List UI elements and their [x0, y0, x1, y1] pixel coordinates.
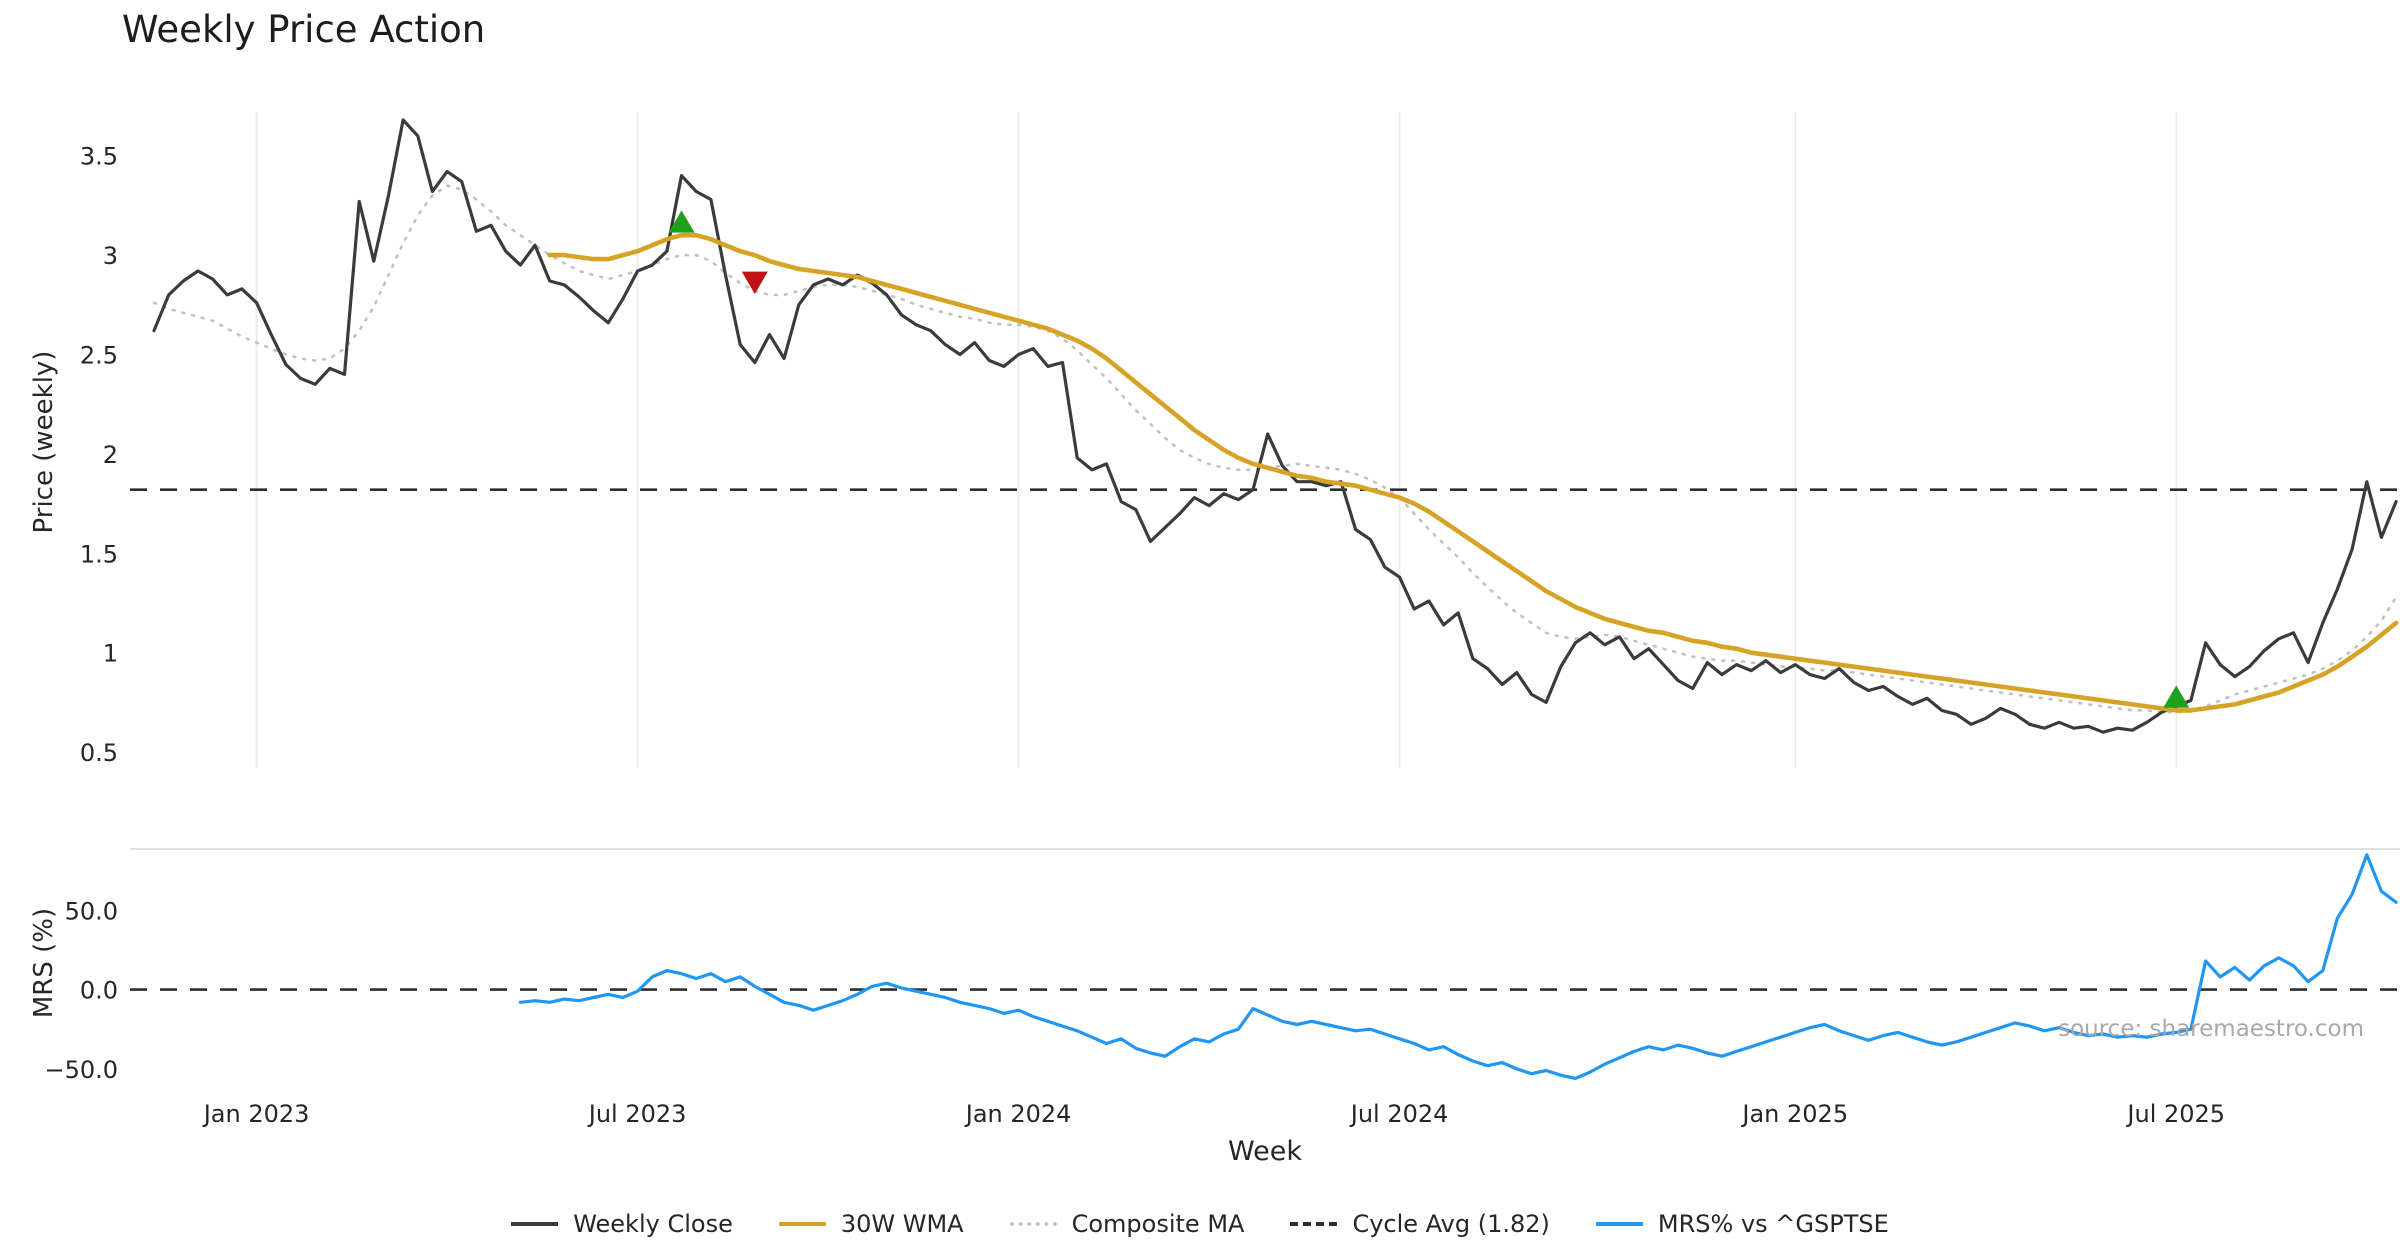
- composite-ma-line: [152, 184, 2398, 714]
- source-watermark: source: sharemaestro.com: [2058, 1016, 2364, 1042]
- x-tick-label: Jul 2025: [2125, 1100, 2225, 1128]
- mrs-line: [518, 853, 2398, 1080]
- legend-label-weekly-close: Weekly Close: [573, 1210, 733, 1238]
- buy-signal-marker: [2163, 685, 2190, 708]
- x-axis-label: Week: [1228, 1136, 1302, 1167]
- legend-label-composite-ma: Composite MA: [1071, 1210, 1245, 1238]
- legend-item-mrs: MRS% vs ^GSPTSE: [1595, 1210, 1889, 1238]
- x-tick-label: Jan 2024: [964, 1100, 1072, 1128]
- mrs-tick-label: 50.0: [65, 897, 118, 925]
- legend-label-cycle-avg: Cycle Avg (1.82): [1352, 1210, 1550, 1238]
- legend-label-30w-wma: 30W WMA: [840, 1210, 964, 1238]
- price-tick-label: 3: [103, 242, 118, 270]
- legend-item-30w-wma: 30W WMA: [778, 1210, 964, 1238]
- legend-item-weekly-close: Weekly Close: [511, 1210, 733, 1238]
- chart-title: Weekly Price Action: [122, 8, 486, 51]
- weekly-close-line-swatch: [511, 1222, 559, 1226]
- price-axis-label: Price (weekly): [29, 350, 59, 534]
- wma-line-swatch: [778, 1222, 826, 1226]
- price-tick-label: 3.5: [80, 143, 118, 171]
- price-tick-label: 0.5: [80, 739, 118, 767]
- sell-signal-marker: [741, 271, 768, 294]
- mrs-tick-label: −50.0: [44, 1056, 118, 1084]
- legend-label-mrs: MRS% vs ^GSPTSE: [1657, 1210, 1889, 1238]
- price-tick-label: 1: [103, 640, 118, 668]
- legend-item-cycle-avg: Cycle Avg (1.82): [1290, 1210, 1550, 1238]
- price-tick-label: 2: [103, 441, 118, 469]
- wma-line: [547, 232, 2399, 713]
- weekly-close-line: [152, 118, 2398, 734]
- mrs-tick-label: 0.0: [80, 977, 118, 1005]
- cycle-avg-line-swatch: [1290, 1222, 1338, 1226]
- buy-signal-marker: [668, 210, 695, 233]
- x-tick-label: Jul 2023: [587, 1100, 687, 1128]
- price-tick-label: 1.5: [80, 540, 118, 568]
- x-tick-label: Jan 2025: [1740, 1100, 1848, 1128]
- price-tick-label: 2.5: [80, 342, 118, 370]
- legend: Weekly Close 30W WMA Composite MA Cycle …: [0, 1210, 2400, 1238]
- composite-ma-line-swatch: [1009, 1222, 1057, 1226]
- legend-item-composite-ma: Composite MA: [1009, 1210, 1245, 1238]
- x-tick-label: Jan 2023: [202, 1100, 310, 1128]
- mrs-line-swatch: [1595, 1222, 1643, 1226]
- mrs-axis-label: MRS (%): [29, 907, 59, 1019]
- x-tick-label: Jul 2024: [1349, 1100, 1449, 1128]
